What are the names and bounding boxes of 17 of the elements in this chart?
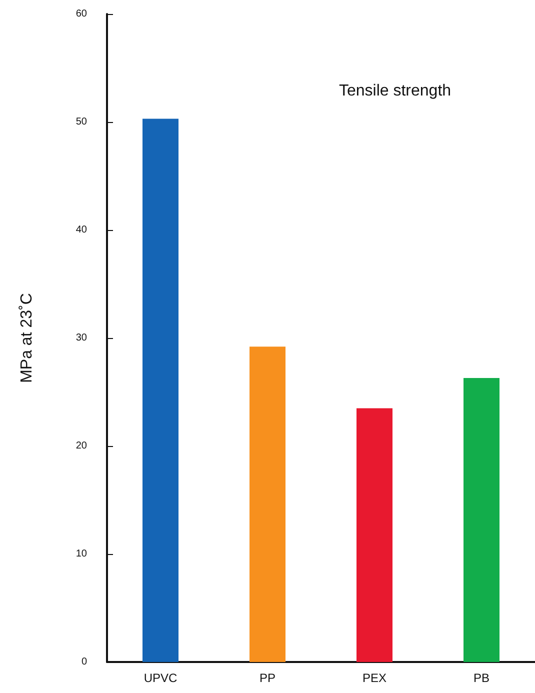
y-tick-label: 0 (81, 656, 88, 668)
y-tick-label: 50 (76, 116, 88, 128)
y-tick-label: 10 (76, 548, 88, 560)
y-axis-title: MPa at 23˚C (18, 293, 36, 383)
x-tick-label: PEX (362, 671, 387, 685)
x-tick-label: PB (473, 671, 490, 685)
bar (142, 118, 178, 662)
text: Tensile strength (338, 82, 452, 100)
y-tick-label: 60 (76, 8, 88, 20)
x-tick-label: UPVC (144, 671, 178, 685)
bar (356, 408, 392, 662)
x-tick-label: PP (259, 671, 276, 685)
y-tick-label: 30 (76, 332, 88, 344)
y-tick-label: 40 (76, 224, 88, 236)
bar (250, 346, 286, 662)
y-tick-label: 20 (76, 440, 88, 452)
bar (464, 378, 500, 662)
